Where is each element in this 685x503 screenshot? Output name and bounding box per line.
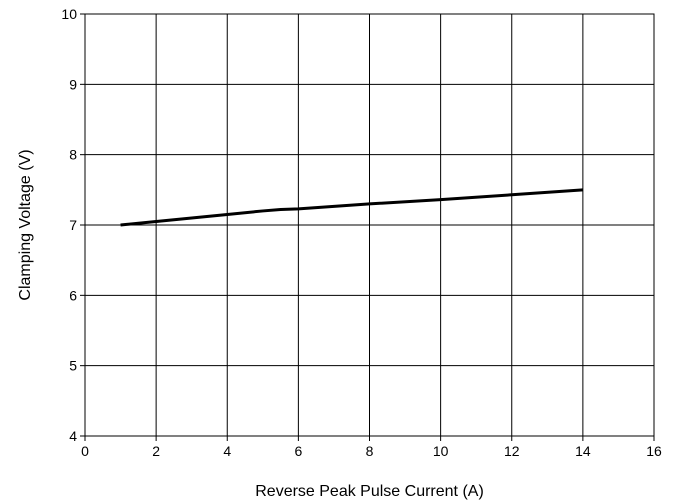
x-tick-label: 16 bbox=[646, 443, 662, 459]
y-tick-label: 7 bbox=[69, 217, 77, 233]
x-tick-label: 0 bbox=[81, 443, 89, 459]
y-tick-label: 6 bbox=[69, 287, 77, 303]
grid bbox=[85, 14, 654, 436]
x-tick-label: 4 bbox=[223, 443, 231, 459]
x-tick-label: 10 bbox=[433, 443, 449, 459]
x-tick-label: 8 bbox=[366, 443, 374, 459]
y-tick-label: 10 bbox=[61, 6, 77, 22]
x-axis-title: Reverse Peak Pulse Current (A) bbox=[255, 483, 484, 500]
y-tick-label: 9 bbox=[69, 76, 77, 92]
y-axis-title: Clamping Voltage (V) bbox=[17, 149, 34, 300]
x-tick-label: 2 bbox=[152, 443, 160, 459]
series-line bbox=[120, 188, 583, 227]
y-axis-ticks: 4 5 6 7 8 9 10 bbox=[61, 6, 85, 444]
y-tick-label: 5 bbox=[69, 358, 77, 374]
x-tick-label: 14 bbox=[575, 443, 591, 459]
x-tick-label: 12 bbox=[504, 443, 520, 459]
x-tick-label: 6 bbox=[294, 443, 302, 459]
y-tick-label: 8 bbox=[69, 147, 77, 163]
y-tick-label: 4 bbox=[69, 428, 77, 444]
x-axis-ticks: 0 2 4 6 8 10 12 14 16 bbox=[81, 436, 662, 459]
series-layer bbox=[120, 188, 583, 227]
